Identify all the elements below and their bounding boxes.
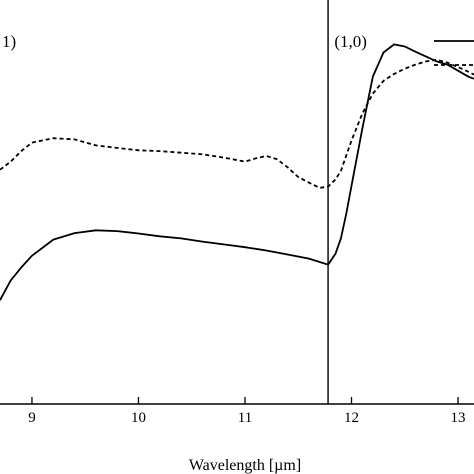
panel-label: 1) [2, 32, 16, 51]
panel-label: (1,0) [334, 32, 367, 51]
legend [434, 40, 474, 66]
series-line-solid [0, 43, 474, 301]
axes [0, 0, 474, 405]
series-line-dashed [0, 58, 474, 189]
labels: 9 10 11 12 13 Wavelength [µm] 1) (1,0) [2, 32, 466, 474]
plot-area [0, 43, 474, 301]
x-tick-label: 9 [28, 410, 36, 426]
x-axis-label: Wavelength [µm] [189, 457, 301, 474]
x-tick-label: 11 [238, 410, 252, 426]
x-tick-label: 12 [344, 410, 359, 426]
x-tick-label: 10 [131, 410, 146, 426]
x-tick-label: 13 [451, 410, 466, 426]
